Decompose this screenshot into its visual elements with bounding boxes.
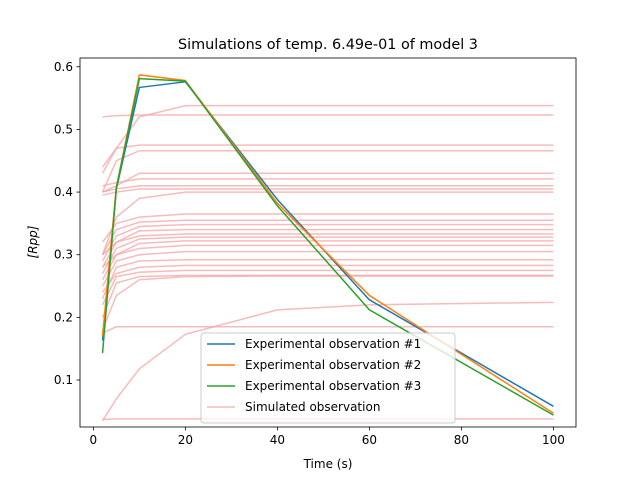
y-tick-label: 0.1 [54, 373, 73, 387]
simulated-line-14 [102, 233, 554, 256]
legend-label-3: Experimental observation #3 [245, 379, 421, 393]
simulated-line-4 [101, 149, 554, 193]
simulated-line-21 [101, 269, 554, 306]
simulated-line-10 [101, 213, 554, 243]
simulated-line-24 [102, 326, 554, 334]
chart-title: Simulations of temp. 6.49e-01 of model 3 [178, 37, 478, 53]
x-tick-label: 40 [270, 433, 285, 447]
simulated-line-25 [101, 301, 554, 422]
simulated-line-18 [101, 250, 554, 287]
x-tick-label: 0 [90, 433, 98, 447]
x-tick-label: 100 [542, 433, 565, 447]
x-tick-label: 20 [178, 433, 193, 447]
y-tick-label: 0.5 [54, 122, 73, 136]
x-axis-label: Time (s) [303, 457, 353, 471]
simulated-line-19 [101, 258, 554, 299]
legend-label-4: Simulated observation [245, 400, 380, 414]
x-tick-label: 80 [454, 433, 469, 447]
simulated-line-6 [102, 178, 554, 187]
simulated-line-12 [101, 223, 554, 262]
simulated-line-11 [101, 219, 554, 256]
plot-frame [79, 57, 577, 428]
simulated-line-3 [101, 144, 554, 174]
y-tick-label: 0.3 [54, 248, 73, 262]
y-tick-label: 0.6 [54, 60, 73, 74]
y-tick-label: 0.4 [54, 185, 73, 199]
simulated-line-20 [101, 264, 554, 293]
simulated-line-1 [102, 114, 554, 118]
y-tick-label: 0.2 [54, 310, 73, 324]
simulated-line-9 [101, 191, 554, 255]
simulated-line-15 [101, 236, 554, 274]
series-line-3 [101, 77, 554, 416]
legend-box [200, 332, 456, 424]
simulated-line-23 [101, 275, 554, 331]
legend-label-2: Experimental observation #2 [245, 358, 421, 372]
simulated-line-17 [102, 244, 554, 268]
y-axis-label: [Rpp] [26, 225, 40, 258]
x-tick-label: 60 [362, 433, 377, 447]
legend-label-1: Experimental observation #1 [245, 337, 421, 351]
